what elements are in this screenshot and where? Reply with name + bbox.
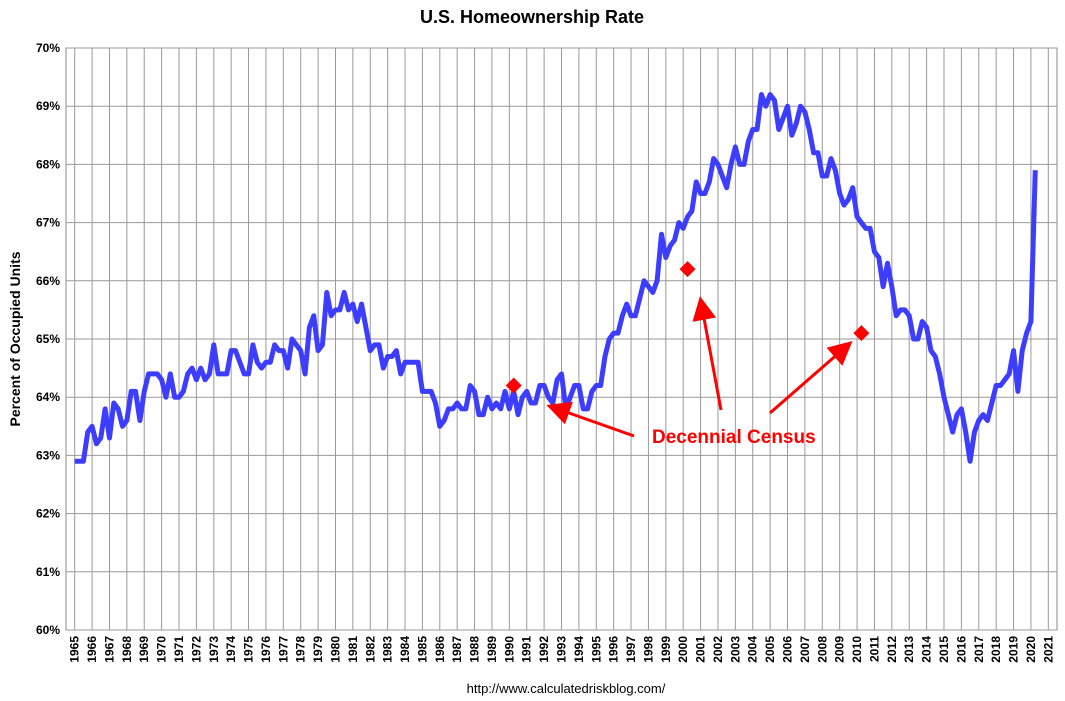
x-tick-label: 1973 bbox=[207, 636, 221, 663]
y-tick-label: 70% bbox=[36, 41, 60, 55]
census-marker bbox=[853, 325, 870, 342]
x-tick-label: 1997 bbox=[624, 636, 638, 663]
x-tick-label: 2012 bbox=[885, 636, 899, 663]
x-tick-label: 2013 bbox=[902, 636, 916, 663]
x-tick-label: 1965 bbox=[68, 636, 82, 663]
arrow bbox=[692, 296, 723, 411]
plot-area: 60%61%62%63%64%65%66%67%68%69%70%1965 196… bbox=[36, 41, 1058, 663]
x-tick-label: 1994 bbox=[572, 636, 586, 663]
y-tick-label: 62% bbox=[36, 507, 60, 521]
y-tick-label: 61% bbox=[36, 565, 60, 579]
x-tick-label: 2015 bbox=[937, 636, 951, 663]
x-tick-label: 1977 bbox=[276, 636, 290, 663]
x-tick-label: 1986 bbox=[433, 636, 447, 663]
x-tick-label: 2020 bbox=[1024, 636, 1038, 663]
x-tick-label: 2001 bbox=[694, 636, 708, 663]
x-tick-label: 2017 bbox=[972, 636, 986, 663]
x-tick-label: 1996 bbox=[607, 636, 621, 663]
y-tick-label: 60% bbox=[36, 623, 60, 637]
x-tick-label: 1991 bbox=[520, 636, 534, 663]
x-tick-label: 2007 bbox=[798, 636, 812, 663]
x-tick-label: 2021 bbox=[1041, 636, 1055, 663]
x-tick-label: 1976 bbox=[259, 636, 273, 663]
chart-title: U.S. Homeownership Rate bbox=[420, 7, 644, 27]
x-tick-label: 1999 bbox=[659, 636, 673, 663]
y-tick-label: 69% bbox=[36, 99, 60, 113]
arrow bbox=[546, 401, 635, 438]
x-tick-label: 1969 bbox=[137, 636, 151, 663]
x-tick-label: 2019 bbox=[1007, 636, 1021, 663]
x-tick-label: 2000 bbox=[676, 636, 690, 663]
y-tick-label: 68% bbox=[36, 157, 60, 171]
x-tick-label: 1978 bbox=[294, 636, 308, 663]
y-tick-label: 64% bbox=[36, 390, 60, 404]
x-tick-label: 1989 bbox=[485, 636, 499, 663]
x-tick-label: 1990 bbox=[502, 636, 516, 663]
x-tick-label: 2009 bbox=[833, 636, 847, 663]
x-tick-label: 1993 bbox=[555, 636, 569, 663]
x-tick-label: 2011 bbox=[867, 636, 881, 662]
census-marker bbox=[679, 261, 696, 278]
x-tick-label: 1998 bbox=[641, 636, 655, 663]
x-tick-label: 2003 bbox=[728, 636, 742, 663]
x-tick-label: 1971 bbox=[172, 636, 186, 663]
data-line bbox=[74, 92, 1038, 464]
x-tick-label: 1983 bbox=[381, 636, 395, 663]
x-tick-label: 1985 bbox=[415, 636, 429, 663]
x-tick-label: 1966 bbox=[85, 636, 99, 663]
x-tick-label: 1968 bbox=[120, 636, 134, 663]
x-tick-label: 1970 bbox=[155, 636, 169, 663]
x-tick-label: 2016 bbox=[954, 636, 968, 663]
x-tick-label: 1988 bbox=[468, 636, 482, 663]
source: http://www.calculatedriskblog.com/ bbox=[467, 681, 666, 696]
x-tick-label: 1975 bbox=[242, 636, 256, 663]
y-tick-label: 67% bbox=[36, 216, 60, 230]
x-tick-label: 2004 bbox=[746, 636, 760, 663]
x-tick-label: 2010 bbox=[850, 636, 864, 663]
x-tick-label: 2002 bbox=[711, 636, 725, 663]
x-tick-label: 1974 bbox=[224, 636, 238, 663]
x-tick-label: 2018 bbox=[989, 636, 1003, 663]
y-tick-label: 63% bbox=[36, 448, 60, 462]
x-tick-label: 1979 bbox=[311, 636, 325, 663]
x-tick-label: 2005 bbox=[763, 636, 777, 663]
x-tick-label: 2006 bbox=[781, 636, 795, 663]
x-tick-label: 1987 bbox=[450, 636, 464, 663]
x-tick-label: 2008 bbox=[815, 636, 829, 663]
x-tick-label: 1981 bbox=[346, 636, 360, 663]
x-tick-label: 1982 bbox=[363, 636, 377, 663]
x-tick-label: 1984 bbox=[398, 636, 412, 663]
y-tick-label: 65% bbox=[36, 332, 60, 346]
x-tick-label: 1967 bbox=[102, 636, 116, 663]
arrow bbox=[769, 341, 853, 415]
census-marker bbox=[505, 377, 522, 394]
x-tick-label: 2014 bbox=[920, 636, 934, 663]
y-axis-label: Percent of Occupied Units bbox=[7, 251, 23, 426]
x-tick-label: 1995 bbox=[589, 636, 603, 663]
x-tick-label: 1972 bbox=[189, 636, 203, 663]
annotation: Decennial Census bbox=[652, 427, 816, 448]
annotation-arrows bbox=[546, 296, 853, 438]
y-tick-label: 66% bbox=[36, 274, 60, 288]
x-tick-label: 1992 bbox=[537, 636, 551, 663]
x-tick-label: 1980 bbox=[328, 636, 342, 663]
